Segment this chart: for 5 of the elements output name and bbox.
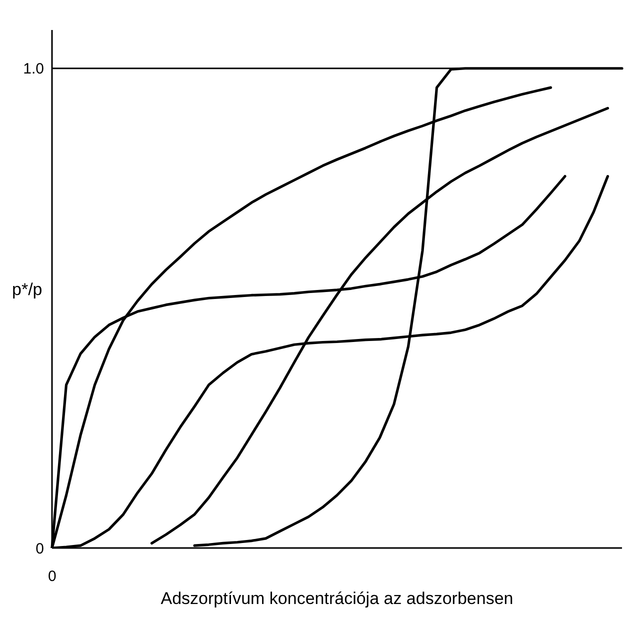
y-tick-label: 0 (36, 540, 44, 558)
y-axis-title: p*/p (12, 280, 42, 300)
origin-label: 0 (48, 568, 56, 585)
x-axis-title: Adszorptívum koncentrációja az adszorbensen (160, 589, 514, 608)
y-tick-label: 1.0 (23, 60, 44, 78)
